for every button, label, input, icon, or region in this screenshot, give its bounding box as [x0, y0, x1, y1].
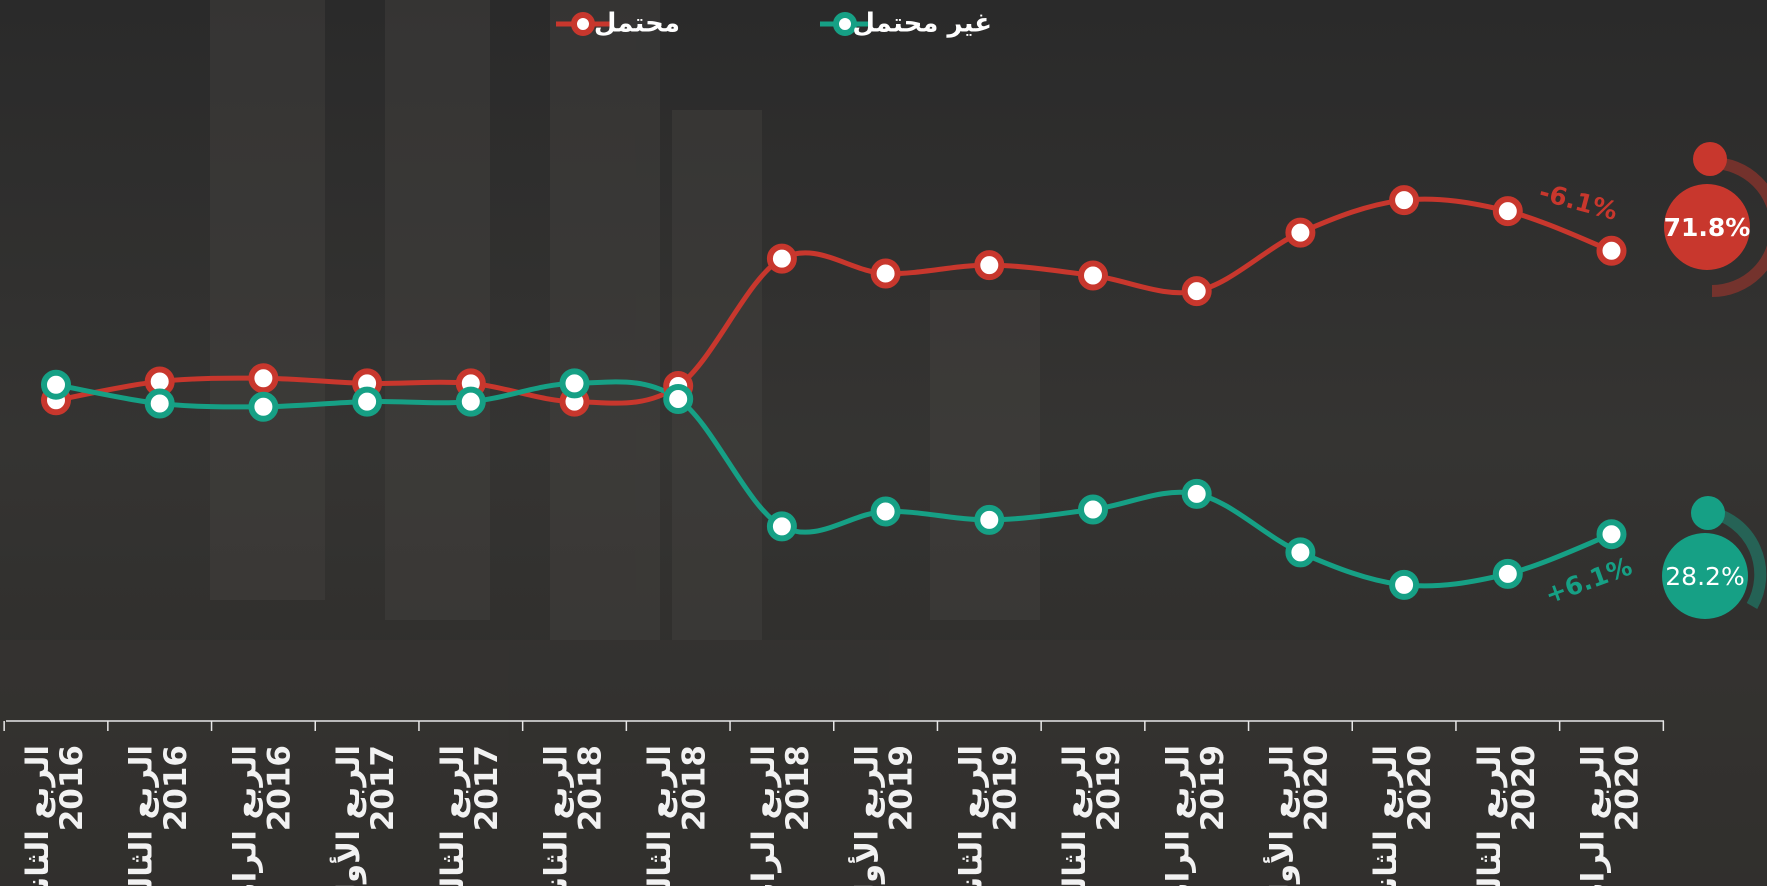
x-tick-label: الربع الأول2017: [329, 745, 401, 886]
data-point: [1389, 569, 1420, 600]
data-point: [559, 368, 590, 399]
data-point: [455, 386, 486, 417]
legend: محتمل غير محتمل: [556, 9, 992, 39]
x-tick-label: الربع الثالث2018: [642, 745, 712, 886]
data-point: [1181, 478, 1212, 509]
data-point: [1181, 276, 1212, 307]
x-tick-label: الربع الأول2019: [847, 745, 919, 886]
badge-ring: [1708, 506, 1767, 609]
data-point: [1389, 185, 1420, 216]
legend-label: محتمل: [594, 9, 680, 39]
legend-marker: [571, 12, 595, 36]
x-tick-label: الربع الثالث2020: [1471, 745, 1541, 886]
x-tick-label: الربع الرابع2018: [745, 745, 815, 886]
data-point: [1492, 558, 1523, 589]
badge: [1662, 533, 1748, 619]
data-point: [974, 504, 1005, 535]
x-tick-label: الربع الثاني2020: [1368, 745, 1438, 886]
data-point: [663, 384, 694, 414]
data-point: [766, 243, 797, 274]
data-point: [974, 250, 1005, 281]
series-line: [55, 196, 1613, 406]
badge-dot: [1691, 496, 1725, 530]
x-tick-label: الربع الثالث2017: [434, 745, 504, 886]
legend-marker: [833, 12, 857, 36]
x-tick-label: الربع الثاني2019: [953, 745, 1023, 886]
badge: [1664, 184, 1750, 270]
data-point: [766, 511, 797, 542]
data-point: [1078, 494, 1108, 525]
data-point: [248, 363, 279, 394]
legend-label: غير محتمل: [852, 9, 992, 39]
data-point: [1285, 217, 1316, 248]
data-point: [41, 369, 71, 400]
x-tick-label: الربع الثالث2019: [1056, 745, 1126, 886]
x-tick-label: الربع الرابع2020: [1575, 745, 1645, 886]
x-tick-label: الربع الثاني2018: [538, 745, 608, 886]
badge-dot: [1693, 142, 1727, 176]
data-point: [144, 388, 175, 419]
data-point: [1285, 537, 1316, 568]
data-point: [1596, 235, 1627, 266]
data-point: [248, 391, 279, 422]
series-line: [55, 379, 1613, 589]
end-label: 28.2%: [1665, 562, 1744, 591]
x-tick-label: الربع الثالث2016: [123, 745, 193, 886]
x-tick-label: الربع الثاني2016: [19, 745, 89, 886]
data-point: [1596, 519, 1627, 550]
x-tick-label: الربع الرابع2016: [227, 745, 297, 886]
data-point: [870, 496, 901, 527]
data-point: [870, 258, 901, 289]
data-point: [352, 386, 383, 417]
data-point: [1078, 260, 1108, 291]
x-tick-label: الربع الأول2020: [1262, 745, 1334, 886]
x-tick-label: الربع الرابع2019: [1160, 745, 1230, 886]
data-point: [1492, 196, 1523, 227]
end-label: 71.8%: [1664, 213, 1751, 242]
badge-ring: [1711, 157, 1767, 297]
